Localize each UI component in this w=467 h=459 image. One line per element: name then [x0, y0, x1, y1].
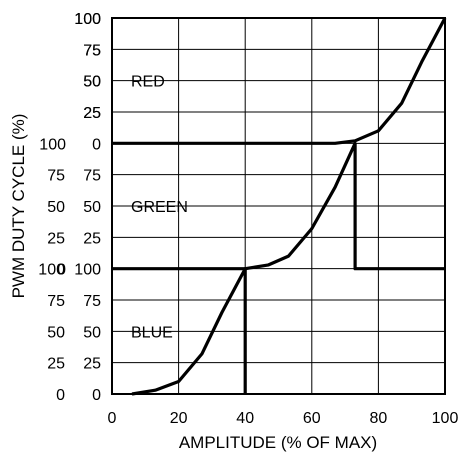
y-tick-label-right: 50 [83, 324, 101, 341]
y-tick-label-left: 50 [47, 199, 65, 216]
y-tick-label-left: 75 [47, 168, 65, 185]
y-tick-label-left: 25 [47, 356, 65, 373]
y-axis-title: PWM DUTY CYCLE (%) [9, 114, 28, 299]
y-tick-label-right: 75 [83, 293, 101, 310]
series-line-blue [131, 267, 247, 396]
x-tick-label: 20 [170, 410, 188, 427]
band-label-green: GREEN [131, 199, 188, 216]
y-tick-label-right: 75 [83, 168, 101, 185]
y-tick-label-right: 25 [83, 230, 101, 247]
x-tick-label: 40 [236, 410, 254, 427]
y-tick-label-right: 0 [92, 387, 101, 404]
y-tick-label-left: 100 [74, 11, 101, 28]
y-tick-label-right: 25 [83, 105, 101, 122]
band-label-red: RED [131, 74, 165, 91]
y-tick-label-left: 100 [39, 136, 66, 153]
plot-frame [111, 17, 446, 395]
y-tick-label-left: 25 [47, 230, 65, 247]
y-tick-label-right: 100 [74, 262, 101, 279]
curves [112, 17, 447, 396]
y-tick-label-right: 50 [83, 199, 101, 216]
band-labels: RED GREEN BLUE [131, 74, 188, 342]
band-label-blue: BLUE [131, 324, 173, 341]
series-line-red [112, 17, 447, 145]
y-tick-label-right: 50 [83, 74, 101, 91]
y-tick-label-left: 75 [47, 293, 65, 310]
y-tick-label-left: 0 [56, 387, 65, 404]
y-tick-label-right: 0 [92, 136, 101, 153]
x-tick-label: 60 [303, 410, 321, 427]
x-axis-title: AMPLITUDE (% OF MAX) [179, 433, 377, 452]
y-tick-label-left: 75 [83, 42, 101, 59]
x-tick-label: 0 [108, 410, 117, 427]
x-tick-label: 100 [432, 410, 459, 427]
y-tick-label-left: 100 [38, 262, 65, 279]
y-tick-label-right: 25 [83, 356, 101, 373]
y-tick-label-left: 25 [83, 105, 101, 122]
y-tick-label-right: 75 [83, 42, 101, 59]
y-tick-label-left: 50 [83, 74, 101, 91]
tick-labels: 0 20 40 60 80 1001007550250100755025755025100… [38, 11, 458, 427]
y-tick-label-right: 100 [74, 11, 101, 28]
y-tick-label-left: 0 [57, 262, 66, 279]
y-tick-label-left: 50 [47, 324, 65, 341]
series-line-green [112, 141, 445, 271]
x-tick-label: 80 [370, 410, 388, 427]
